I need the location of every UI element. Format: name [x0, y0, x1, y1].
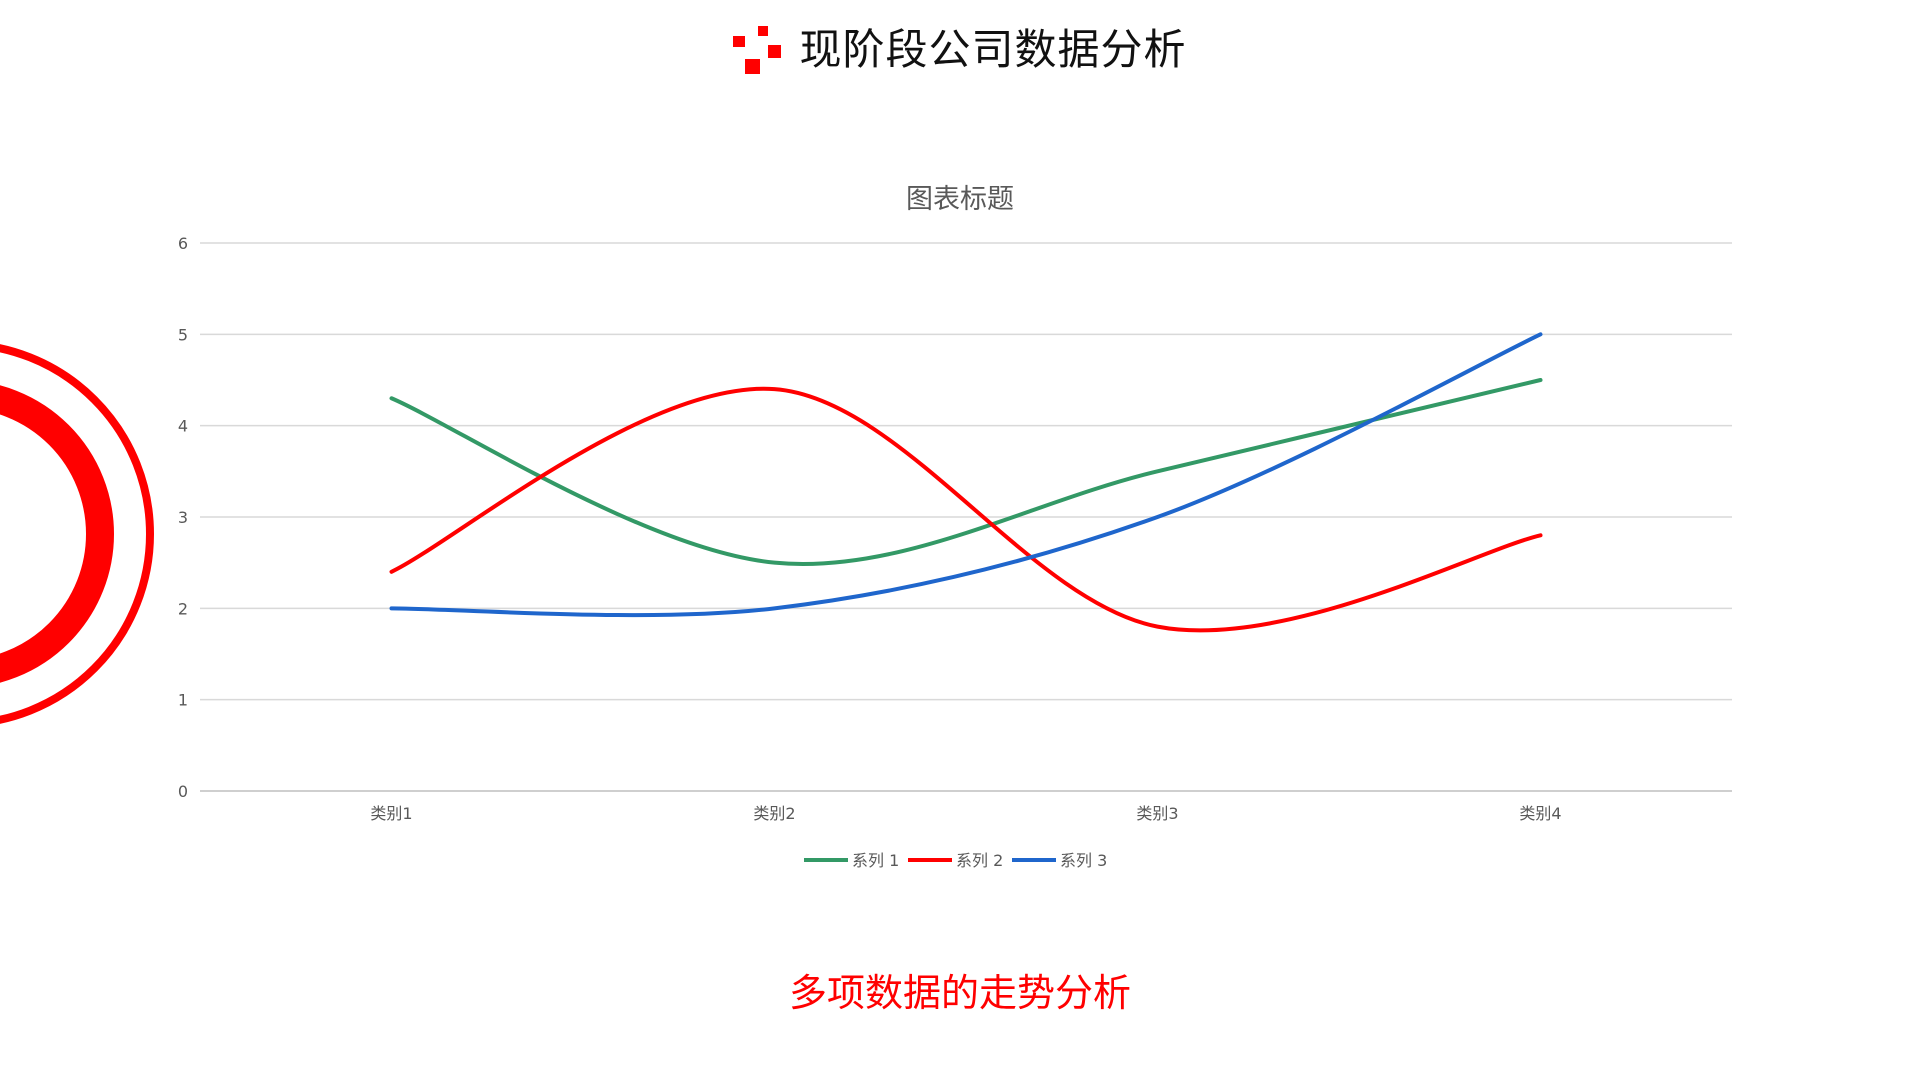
x-tick-label: 类别1	[370, 804, 412, 823]
y-tick-label: 4	[178, 417, 188, 436]
legend-label: 系列 2	[956, 851, 1003, 870]
chart-title: 图表标题	[906, 184, 1014, 215]
y-tick-label: 6	[178, 234, 188, 253]
slide-subtitle: 多项数据的走势分析	[788, 971, 1131, 1015]
chart-legend: 系列 1 系列 2 系列 3	[804, 851, 1107, 870]
page-title: 现阶段公司数据分析	[799, 25, 1187, 74]
x-tick-label: 类别4	[1519, 804, 1561, 823]
legend-label: 系列 3	[1060, 851, 1107, 870]
chart-series	[389, 332, 1543, 633]
pixel-squares-icon	[733, 26, 783, 74]
y-tick-label: 2	[178, 599, 188, 618]
slide-header: 现阶段公司数据分析	[0, 22, 1920, 78]
y-tick-label: 0	[178, 782, 188, 801]
y-axis: 0 1 2 3 4 5 6	[178, 234, 188, 801]
y-tick-label: 5	[178, 325, 188, 344]
x-tick-label: 类别2	[753, 804, 795, 823]
series-line-1	[389, 378, 1543, 566]
series-line-2	[389, 386, 1543, 633]
x-tick-label: 类别3	[1136, 804, 1178, 823]
series-line-3	[389, 332, 1543, 618]
x-axis: 类别1 类别2 类别3 类别4	[370, 804, 1561, 823]
chart-grid	[200, 242, 1732, 792]
y-tick-label: 1	[178, 691, 188, 710]
legend-label: 系列 1	[852, 851, 899, 870]
concentric-rings-icon	[0, 344, 154, 724]
y-tick-label: 3	[178, 508, 188, 527]
